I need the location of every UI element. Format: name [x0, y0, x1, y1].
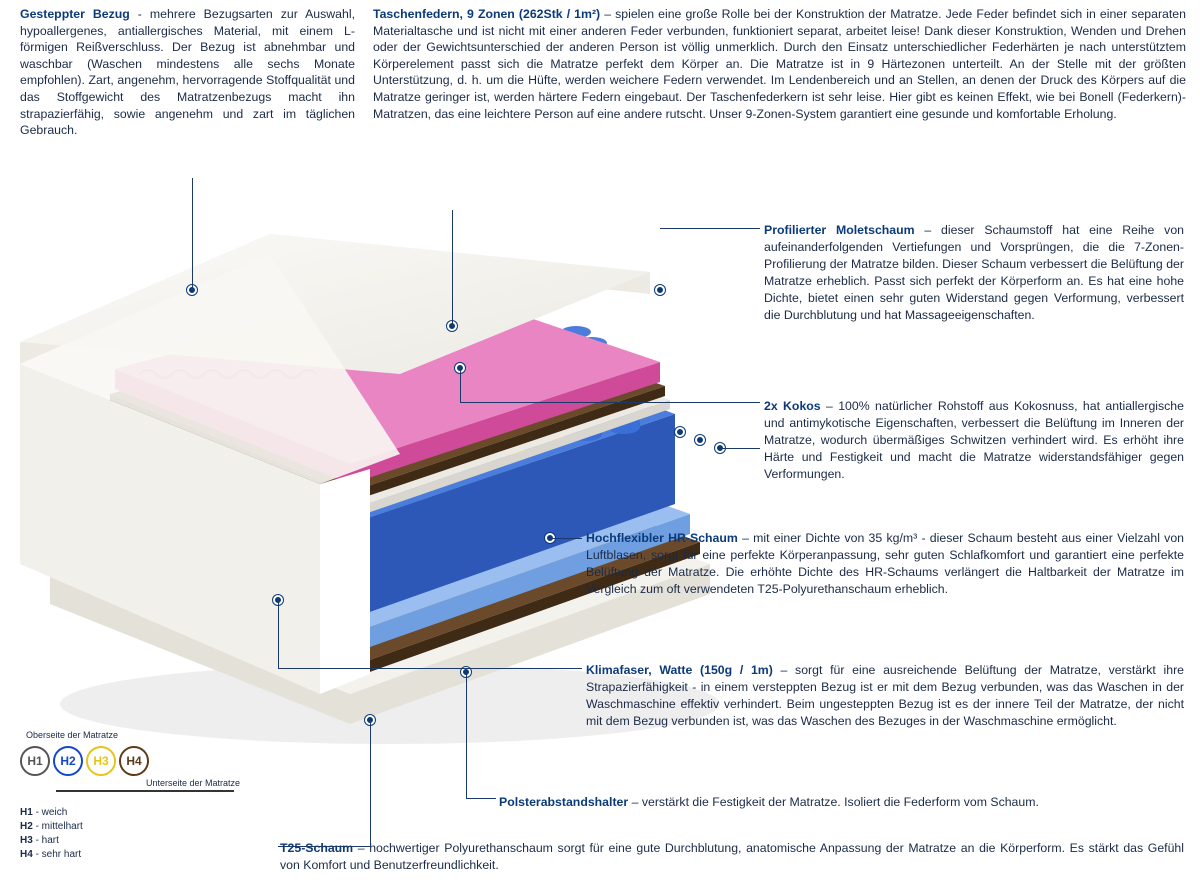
callout-line	[452, 210, 453, 326]
callout-line	[660, 228, 760, 229]
legend-bottom-label: Unterseite der Matratze	[20, 778, 240, 788]
callout-line	[460, 368, 461, 402]
top-left-block: Gesteppter Bezug - mehrere Bezugsarten z…	[20, 6, 355, 139]
callout-line	[278, 846, 370, 847]
callout-line	[278, 600, 279, 668]
legend-def-H1: H1 - weich	[20, 806, 280, 820]
legend-def-H4: H4 - sehr hart	[20, 848, 280, 862]
springs-heading: Taschenfedern, 9 Zonen (262Stk / 1m²)	[373, 7, 600, 21]
callout-line	[278, 846, 279, 847]
legend-circle-H3: H3	[86, 746, 116, 776]
callout-2: Hochflexibler HR-Schaum – mit einer Dich…	[586, 530, 1184, 598]
hardness-legend: Oberseite der Matratze H1H2H3H4 Untersei…	[20, 730, 280, 862]
top-right-block: Taschenfedern, 9 Zonen (262Stk / 1m²) – …	[373, 6, 1186, 139]
callout-line	[192, 178, 193, 290]
callout-dot	[655, 285, 665, 295]
callout-line	[720, 448, 760, 449]
legend-circle-H4: H4	[119, 746, 149, 776]
callout-line	[460, 402, 760, 403]
cover-text: - mehrere Bezugsarten zur Auswahl, hypoa…	[20, 7, 355, 137]
callout-4: Polsterabstandshalter – verstärkt die Fe…	[499, 794, 1187, 811]
callout-dot	[675, 427, 685, 437]
legend-def-H2: H2 - mittelhart	[20, 820, 280, 834]
legend-top-label: Oberseite der Matratze	[26, 730, 280, 740]
callout-3: Klimafaser, Watte (150g / 1m) – sorgt fü…	[586, 662, 1184, 730]
callout-5: T25-Schaum – hochwertiger Polyurethansch…	[280, 840, 1184, 874]
callout-0: Profilierter Moletschaum – dieser Schaum…	[764, 222, 1184, 324]
callout-line	[466, 798, 496, 799]
cover-heading: Gesteppter Bezug	[20, 7, 130, 21]
callout-dot	[695, 435, 705, 445]
legend-def-H3: H3 - hart	[20, 834, 280, 848]
springs-text: – spielen eine große Rolle bei der Konst…	[373, 7, 1186, 121]
callout-line	[466, 672, 467, 798]
callout-line	[370, 720, 371, 846]
callout-line	[550, 538, 582, 539]
legend-circle-H2: H2	[53, 746, 83, 776]
legend-circle-H1: H1	[20, 746, 50, 776]
callout-1: 2x Kokos – 100% natürlicher Rohstoff aus…	[764, 398, 1184, 483]
callout-line	[278, 668, 582, 669]
